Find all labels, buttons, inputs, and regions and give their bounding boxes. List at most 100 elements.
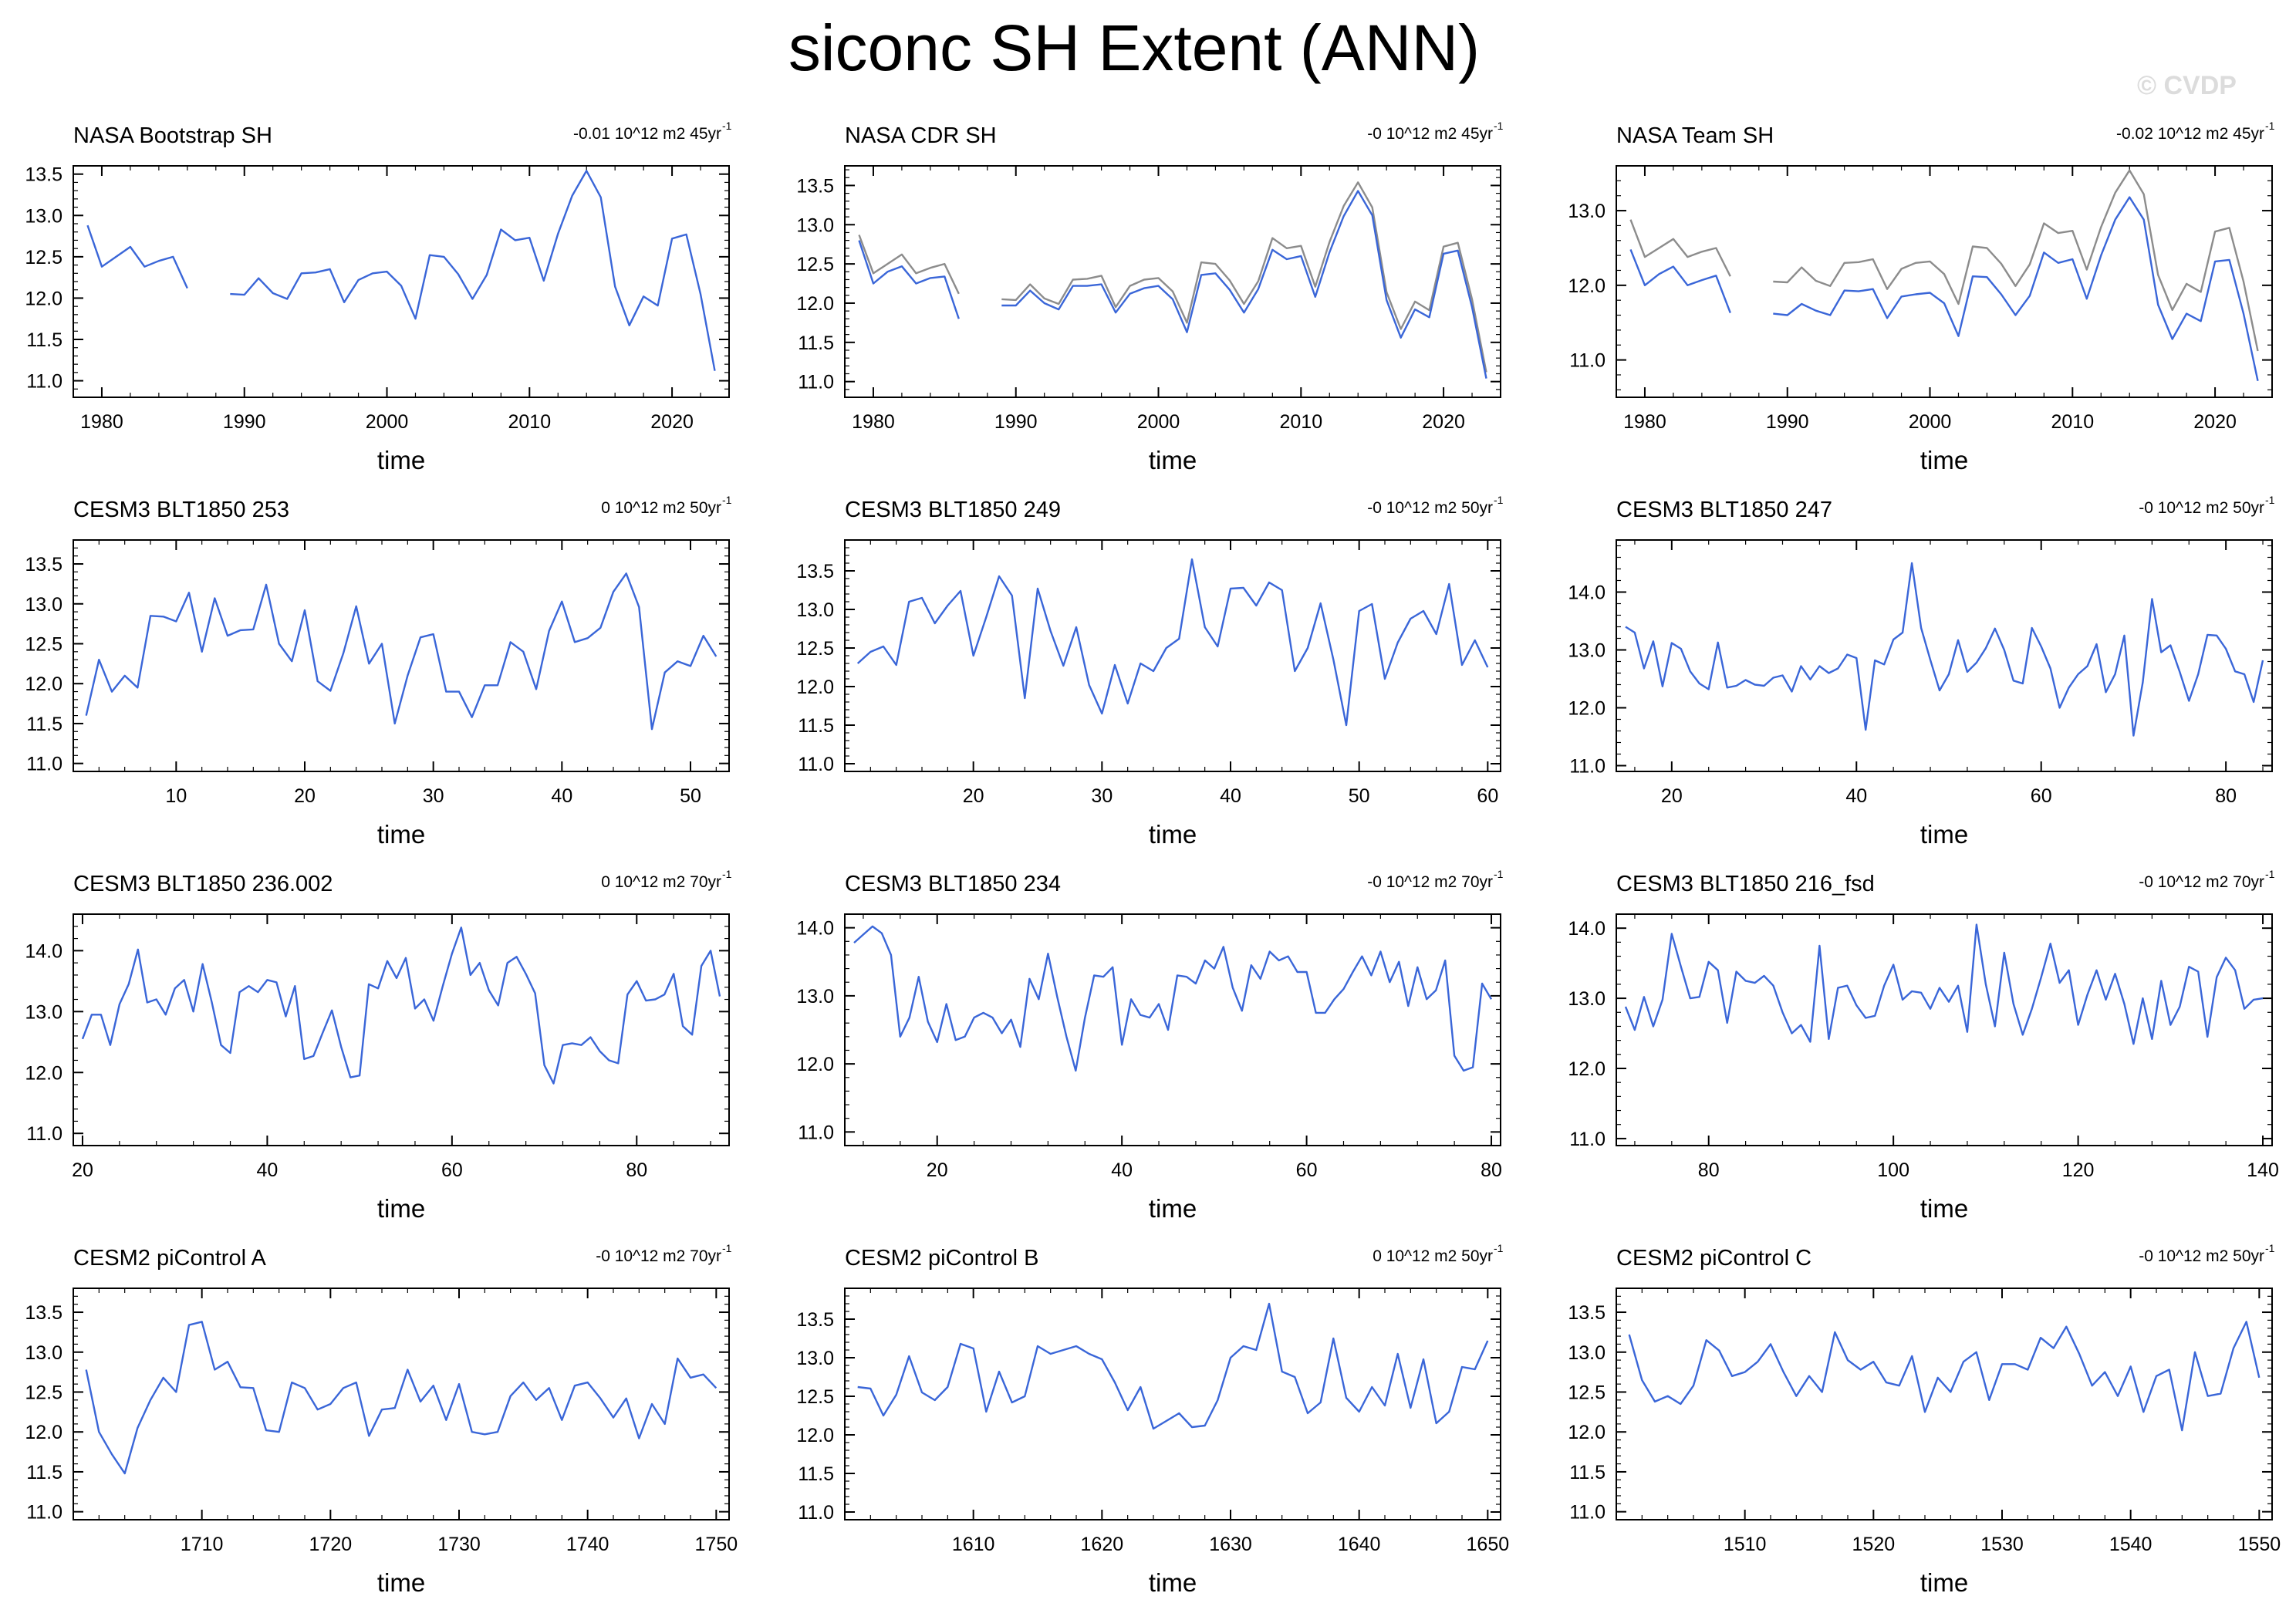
trend-label: -0.01 10^12 m2 45yr xyxy=(573,125,721,143)
x-tick-label: 1980 xyxy=(852,411,895,433)
trend-label-sup: -1 xyxy=(1494,868,1504,880)
panel-title: CESM3 BLT1850 253 xyxy=(73,498,289,522)
y-tick-label: 13.0 xyxy=(25,1342,62,1364)
series-line-reference xyxy=(1001,181,1487,373)
y-tick-label: 12.5 xyxy=(1568,1382,1606,1403)
x-tick-label: 80 xyxy=(2215,785,2237,807)
y-tick-label: 14.0 xyxy=(796,918,834,940)
y-tick-label: 14.0 xyxy=(1568,918,1606,940)
x-axis-label: time xyxy=(377,820,425,849)
x-tick-label: 60 xyxy=(441,1159,463,1181)
y-tick-label: 12.5 xyxy=(25,633,62,655)
panel-title: CESM2 piControl A xyxy=(73,1246,266,1271)
x-tick-label: 1640 xyxy=(1338,1534,1381,1555)
plot-frame xyxy=(844,165,1501,398)
x-axis-label: time xyxy=(1149,446,1197,474)
plot-frame xyxy=(844,1288,1501,1520)
trend-label: 0 10^12 m2 50yr xyxy=(601,499,721,517)
plot-frame xyxy=(1616,1288,2273,1520)
y-tick-label: 14.0 xyxy=(1568,582,1606,604)
y-tick-label: 14.0 xyxy=(25,940,62,962)
y-tick-label: 13.0 xyxy=(1568,201,1606,222)
trend-label-sup: -1 xyxy=(2265,868,2275,880)
y-tick-label: 11.5 xyxy=(798,332,834,354)
x-axis-label: time xyxy=(1920,1194,1968,1223)
y-tick-label: 12.0 xyxy=(1568,698,1606,720)
y-tick-label: 12.5 xyxy=(796,254,834,275)
y-tick-label: 13.5 xyxy=(25,164,62,186)
y-tick-label: 13.0 xyxy=(25,594,62,616)
x-tick-label: 40 xyxy=(1845,785,1867,807)
panel-title: CESM3 BLT1850 216_fsd xyxy=(1616,872,1875,896)
series-line-reference xyxy=(1773,169,2259,352)
y-tick-label: 13.0 xyxy=(25,1001,62,1023)
y-tick-label: 12.0 xyxy=(796,293,834,315)
x-tick-label: 140 xyxy=(2247,1159,2279,1181)
panel-7: CESM3 BLT1850 236.002 0 10^12 m2 70yr -1 11… xyxy=(25,868,731,1223)
y-tick-label: 13.0 xyxy=(25,205,62,227)
x-tick-label: 1650 xyxy=(1467,1534,1510,1555)
y-tick-label: 13.0 xyxy=(796,214,834,236)
x-tick-label: 80 xyxy=(1698,1159,1720,1181)
panel-1: NASA Bootstrap SH -0.01 10^12 m2 45yr -1 11… xyxy=(25,120,731,474)
x-tick-label: 30 xyxy=(423,785,444,807)
series-line-main xyxy=(85,572,718,731)
series-line-main xyxy=(1773,196,2259,381)
y-tick-label: 12.0 xyxy=(796,1054,834,1075)
plot-frame xyxy=(73,1288,730,1520)
x-tick-label: 2000 xyxy=(366,411,409,433)
x-tick-label: 2000 xyxy=(1137,411,1180,433)
trend-label: -0 10^12 m2 70yr xyxy=(2139,873,2264,891)
x-tick-label: 1990 xyxy=(223,411,266,433)
figure-title: siconc SH Extent (ANN) xyxy=(788,12,1481,84)
plot-frame xyxy=(73,165,730,398)
cvdp-watermark: © CVDP xyxy=(2137,71,2237,100)
series-line-main xyxy=(1629,248,1731,314)
y-tick-label: 11.0 xyxy=(798,754,834,775)
x-tick-label: 100 xyxy=(1877,1159,1909,1181)
series-line-main xyxy=(856,558,1489,727)
plot-frame xyxy=(73,539,730,772)
x-axis-label: time xyxy=(1920,820,1968,849)
x-axis-label: time xyxy=(1149,1568,1197,1597)
x-tick-label: 20 xyxy=(72,1159,93,1181)
y-tick-label: 11.0 xyxy=(26,371,62,393)
series-line-reference xyxy=(858,235,960,295)
series-line-main xyxy=(853,925,1493,1072)
y-tick-label: 11.0 xyxy=(1569,350,1606,372)
x-tick-label: 2010 xyxy=(508,411,551,433)
trend-label-sup: -1 xyxy=(722,868,732,880)
x-tick-label: 2020 xyxy=(2193,411,2237,433)
trend-label: -0 10^12 m2 50yr xyxy=(2139,499,2264,517)
y-tick-label: 11.0 xyxy=(798,1502,834,1524)
y-tick-label: 11.5 xyxy=(26,1462,62,1483)
y-tick-label: 13.5 xyxy=(796,175,834,197)
panel-2: NASA CDR SH -0 10^12 m2 45yr -1 11.0 11.5 12.… xyxy=(796,120,1503,474)
y-tick-label: 13.0 xyxy=(796,986,834,1007)
x-axis-label: time xyxy=(1149,1194,1197,1223)
y-tick-label: 12.5 xyxy=(25,1382,62,1403)
series-line-main xyxy=(81,926,721,1085)
x-tick-label: 1720 xyxy=(309,1534,353,1555)
x-tick-label: 1510 xyxy=(1724,1534,1767,1555)
plot-frame xyxy=(1616,165,2273,398)
x-tick-label: 2000 xyxy=(1909,411,1952,433)
panel-title: CESM3 BLT1850 249 xyxy=(845,498,1061,522)
x-tick-label: 40 xyxy=(551,785,572,807)
y-tick-label: 12.5 xyxy=(796,1386,834,1408)
x-tick-label: 60 xyxy=(2031,785,2052,807)
panel-title: CESM3 BLT1850 236.002 xyxy=(73,872,333,896)
x-tick-label: 20 xyxy=(963,785,984,807)
y-tick-label: 12.5 xyxy=(25,247,62,268)
y-tick-label: 12.0 xyxy=(25,288,62,309)
y-tick-label: 13.0 xyxy=(1568,1342,1606,1364)
panel-4: CESM3 BLT1850 253 0 10^12 m2 50yr -1 11.0 11… xyxy=(25,494,731,849)
x-tick-label: 50 xyxy=(680,785,701,807)
y-tick-label: 13.5 xyxy=(25,554,62,575)
trend-label-sup: -1 xyxy=(722,494,732,506)
trend-label-sup: -1 xyxy=(2265,120,2275,132)
y-tick-label: 11.5 xyxy=(798,1463,834,1485)
panel-11: CESM2 piControl B 0 10^12 m2 50yr -1 11.0 11… xyxy=(796,1242,1509,1597)
trend-label: 0 10^12 m2 50yr xyxy=(1373,1247,1493,1265)
plot-frame xyxy=(73,913,730,1146)
